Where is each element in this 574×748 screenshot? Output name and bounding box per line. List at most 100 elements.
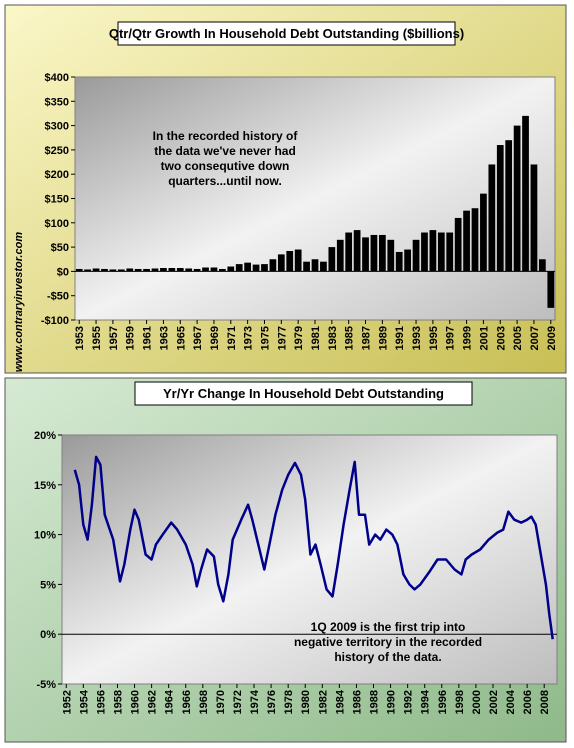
- annotation: history of the data.: [334, 650, 441, 664]
- y-tick-label: 15%: [34, 480, 56, 492]
- x-tick-label: 1985: [344, 326, 356, 350]
- bar: [345, 232, 353, 272]
- y-tick-label: $150: [45, 194, 69, 206]
- x-tick-label: 1996: [437, 690, 449, 714]
- bar: [185, 268, 193, 272]
- x-tick-label: 1999: [462, 326, 474, 350]
- title-box: [134, 381, 473, 406]
- annotation: two consequtive down: [161, 159, 290, 173]
- x-tick-label: 1974: [249, 689, 261, 714]
- bar: [336, 239, 344, 272]
- annotation: quarters...until now.: [168, 174, 282, 188]
- line: [73, 455, 554, 640]
- annotation: the data we've never had: [154, 144, 296, 158]
- bar: [303, 261, 310, 272]
- bar: [328, 247, 336, 272]
- x-tick-label: 1973: [243, 326, 255, 350]
- bar: [176, 267, 184, 272]
- x-tick-label: 1959: [125, 326, 137, 350]
- x-tick-label: 1989: [377, 326, 389, 350]
- bar: [505, 140, 513, 272]
- bar: [101, 268, 108, 272]
- x-tick-label: 1964: [164, 689, 176, 714]
- x-tick-label: 1966: [181, 690, 193, 714]
- bar: [353, 230, 361, 272]
- x-tick-label: 1969: [209, 326, 221, 350]
- bar: [227, 266, 235, 272]
- bar: [75, 268, 83, 272]
- x-tick-label: 1983: [327, 326, 339, 350]
- x-tick-label: 1995: [428, 326, 440, 350]
- y-tick-label: $250: [45, 145, 69, 157]
- bar: [395, 251, 403, 272]
- bar: [362, 237, 369, 272]
- y-tick-label: $100: [45, 218, 69, 230]
- bar: [513, 125, 521, 272]
- x-tick-label: 1963: [158, 326, 170, 350]
- y-tick-label: -$100: [41, 315, 69, 327]
- bar: [117, 269, 125, 272]
- x-tick-label: 2000: [471, 690, 483, 714]
- annotation: negative territory in the recorded: [294, 635, 482, 649]
- title-box: [117, 21, 456, 46]
- x-tick-label: 1990: [386, 690, 398, 714]
- y-tick-label: $50: [51, 242, 69, 254]
- y-tick-label: 0%: [40, 629, 56, 641]
- bar: [311, 259, 319, 272]
- annotation: In the recorded history of: [153, 129, 299, 143]
- x-tick-label: 1994: [420, 689, 432, 714]
- x-tick-label: 2007: [529, 326, 541, 350]
- bar: [320, 261, 327, 272]
- bar: [286, 250, 294, 272]
- bar: [193, 268, 201, 272]
- x-tick-label: 1977: [276, 326, 288, 350]
- y-tick-label: $400: [45, 72, 69, 84]
- plot-area: [74, 76, 556, 321]
- x-tick-label: 1984: [334, 689, 346, 714]
- x-tick-label: 1992: [403, 690, 415, 714]
- y-tick-label: $0: [57, 266, 69, 278]
- bar: [219, 268, 226, 272]
- plot-area: [61, 434, 558, 685]
- y-tick-label: 5%: [40, 579, 56, 591]
- x-tick-label: 1998: [454, 690, 466, 714]
- x-tick-label: 1982: [317, 690, 329, 714]
- x-tick-label: 1981: [310, 326, 322, 350]
- x-tick-label: 2006: [522, 690, 534, 714]
- bar: [437, 232, 445, 272]
- bar: [109, 269, 117, 272]
- y-tick-label: 20%: [34, 430, 56, 442]
- bar: [84, 269, 91, 272]
- bar: [126, 268, 134, 272]
- x-tick-label: 1961: [142, 326, 154, 350]
- x-tick-label: 1980: [300, 690, 312, 714]
- bar: [496, 145, 504, 272]
- annotation: 1Q 2009 is the first trip into: [311, 620, 466, 634]
- x-tick-label: 1955: [91, 326, 103, 350]
- x-tick-label: 1956: [95, 690, 107, 714]
- chart-title: Qtr/Qtr Growth In Household Debt Outstan…: [109, 26, 464, 41]
- x-tick-label: 2001: [478, 326, 490, 350]
- bar: [488, 164, 496, 272]
- x-tick-label: 1979: [293, 326, 305, 350]
- bar: [412, 239, 420, 272]
- x-tick-label: 1970: [215, 690, 227, 714]
- x-tick-label: 1958: [112, 690, 124, 714]
- bar: [480, 193, 487, 272]
- bar: [421, 232, 428, 272]
- x-tick-label: 2002: [488, 690, 500, 714]
- x-tick-label: 2009: [546, 326, 558, 350]
- x-tick-label: 1987: [361, 326, 373, 350]
- x-tick-label: 1971: [226, 326, 238, 350]
- bar: [143, 268, 150, 272]
- x-tick-label: 1978: [283, 690, 295, 714]
- bar: [454, 217, 462, 272]
- bar: [530, 164, 538, 272]
- bar: [277, 254, 285, 272]
- watermark: www.contraryinvestor.com: [13, 232, 25, 372]
- x-tick-label: 1962: [147, 690, 159, 714]
- y-tick-label: $350: [45, 96, 69, 108]
- x-tick-label: 1976: [266, 690, 278, 714]
- bar: [210, 267, 218, 272]
